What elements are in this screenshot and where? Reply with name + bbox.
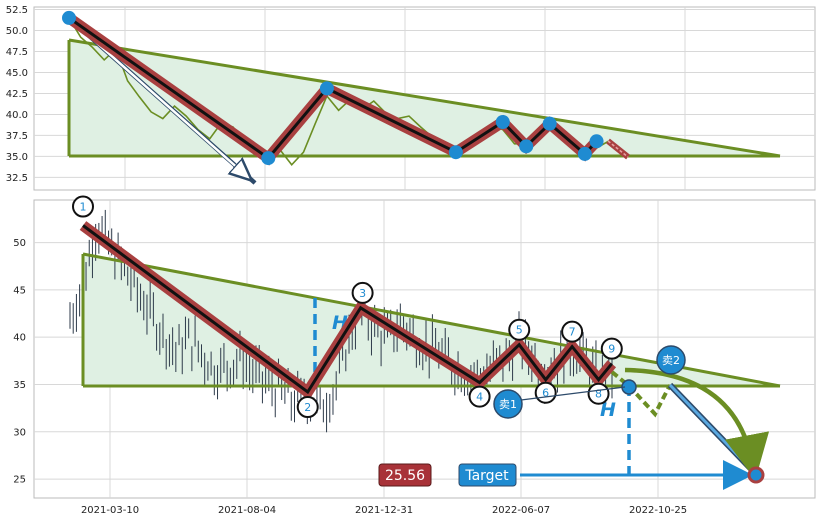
sell1-label: 卖1: [499, 398, 517, 411]
sell2-label: 卖2: [662, 354, 680, 367]
pivot-label-number: 8: [595, 388, 602, 401]
sell1-badge: 卖1: [493, 389, 523, 419]
bottom-x-tick-label: 2021-08-04: [218, 505, 276, 516]
bottom-y-tick-label: 40: [13, 333, 26, 344]
top-pivot-dot: [495, 115, 510, 130]
pivot-label-number: 2: [304, 401, 311, 414]
target-label: Target: [464, 468, 509, 484]
top-upper-trendline: [68, 38, 781, 158]
top-pivot-dots: [62, 10, 604, 166]
top-y-tick-label: 45.0: [6, 68, 28, 79]
top-y-tick-label: 40.0: [6, 110, 28, 121]
bottom-y-tick-label: 50: [13, 238, 26, 249]
top-y-tick-label: 47.5: [6, 47, 28, 58]
bottom-y-tick-label: 25: [13, 475, 26, 486]
pivot-label-circle: [587, 382, 610, 405]
bottom-pivot-labels: 1 2 3 4 5 6 7 8 9: [72, 195, 623, 419]
target-badge: Target: [458, 463, 517, 487]
top-pivot-dot: [448, 145, 463, 160]
bottom-x-tick-label: 2021-03-10: [81, 505, 139, 516]
bottom-x-tick-label: 2022-10-25: [629, 505, 687, 516]
top-pivot-dot: [261, 151, 276, 166]
bottom-x-tick-label: 2021-12-31: [355, 505, 413, 516]
bottom-y-axis: 25 30 35 40 45 50: [13, 238, 26, 486]
top-y-tick-label: 50.0: [6, 26, 28, 37]
top-pivot-dot: [589, 134, 604, 149]
bottom-x-tick-label: 2022-06-07: [492, 505, 550, 516]
pivot-label-number: 4: [476, 391, 483, 404]
height-label-right: H: [600, 399, 616, 421]
top-panel: 32.5 35.0 37.5 40.0 42.5 45.0 47.5 50.0 52.5: [6, 5, 816, 191]
top-y-tick-label: 35.0: [6, 152, 28, 163]
top-pivot-dot: [542, 116, 557, 131]
pivot-label-number: 6: [542, 387, 549, 400]
pivot-label-number: 9: [608, 343, 615, 356]
top-pivot-dot: [319, 81, 334, 96]
pivot-label-circle: [351, 281, 374, 304]
top-y-tick-label: 42.5: [6, 89, 28, 100]
bottom-y-tick-label: 30: [13, 427, 26, 438]
pivot-label-number: 5: [516, 324, 523, 337]
pivot-label-circle: [561, 320, 584, 343]
projection-path: [610, 370, 672, 418]
projection-curve-arrow: [624, 367, 770, 480]
pivot-label-number: 3: [359, 287, 366, 300]
bottom-x-axis: 2021-03-10 2021-08-04 2021-12-31 2022-06-07…: [81, 505, 687, 516]
target-box: [458, 463, 517, 487]
top-y-tick-label: 52.5: [6, 5, 28, 16]
pivot-label-circle: [296, 396, 319, 419]
pivot-label-circle: [468, 385, 491, 408]
price-target-badge: 25.56: [378, 463, 432, 487]
pivot-label-circle: [600, 337, 623, 360]
sell2-circle: [656, 345, 686, 375]
pivot-label-number: 1: [80, 201, 87, 214]
top-y-tick-label: 37.5: [6, 131, 28, 142]
pivot-label-number: 7: [569, 326, 576, 339]
bottom-y-tick-label: 45: [13, 285, 26, 296]
top-pivot-dot: [519, 139, 534, 154]
price-target-box: [378, 463, 432, 487]
sell1-connector: [520, 386, 626, 401]
bottom-y-tick-label: 35: [13, 380, 26, 391]
top-y-axis: 32.5 35.0 37.5 40.0 42.5 45.0 47.5 50.0 52.5: [6, 5, 28, 184]
price-target-value: 25.56: [385, 468, 425, 484]
top-y-tick-label: 32.5: [6, 173, 28, 184]
sell2-badge: 卖2: [656, 345, 686, 375]
top-pivot-dot: [577, 146, 592, 161]
sell1-circle: [493, 389, 523, 419]
pivot-label-circle: [72, 195, 94, 218]
top-pivot-dot: [62, 10, 76, 25]
pivot-label-circle: [508, 318, 531, 341]
bottom-zigzag-inner: [82, 224, 613, 395]
top-zigzag-tail-dash: [607, 140, 629, 158]
target-dot: [747, 466, 765, 484]
